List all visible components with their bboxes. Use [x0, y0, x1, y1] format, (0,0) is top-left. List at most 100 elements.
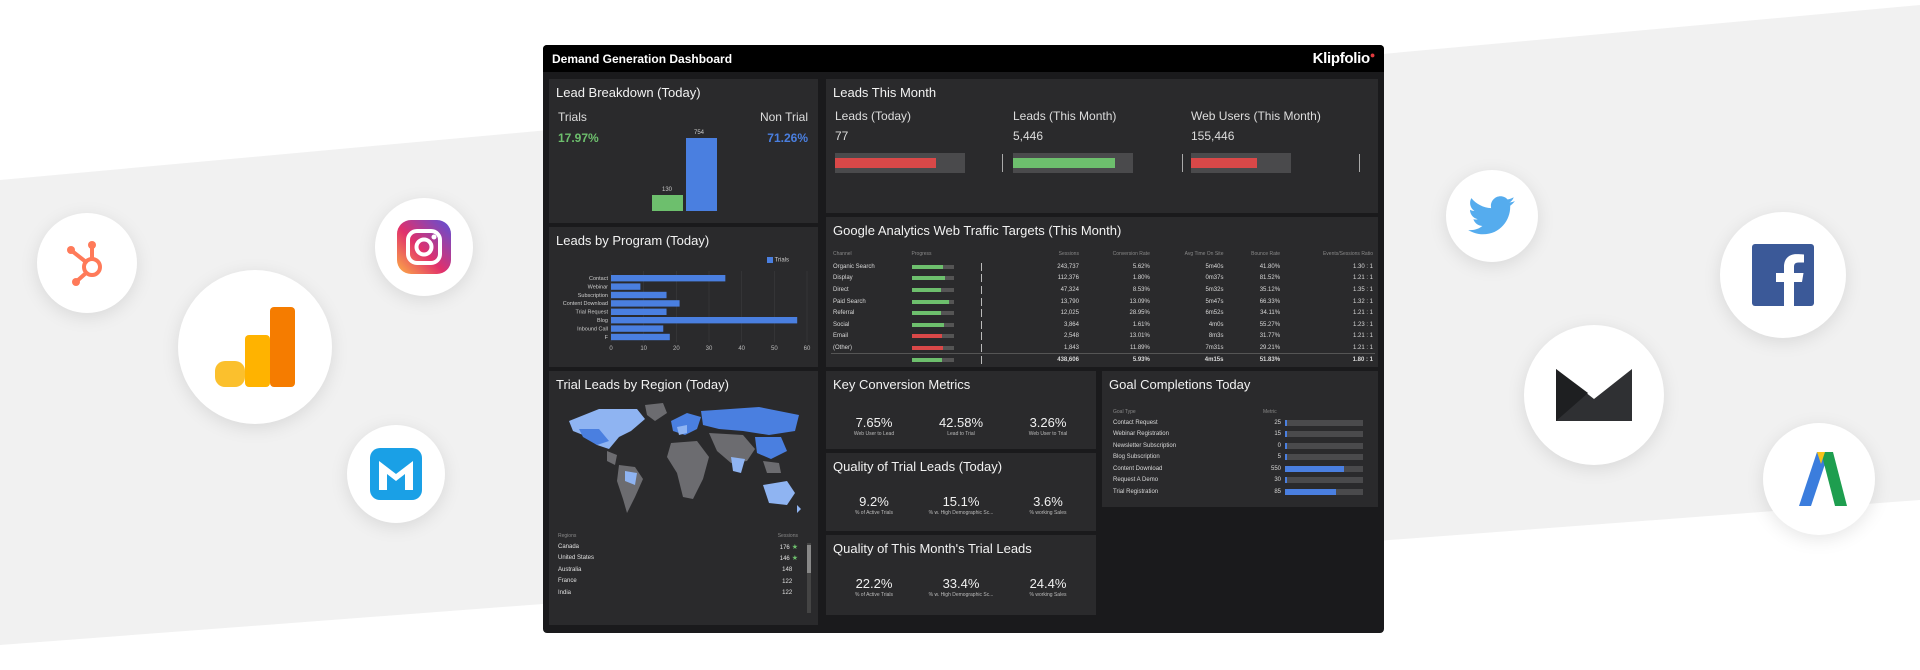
marketo-icon — [347, 425, 445, 523]
progress-cell — [910, 261, 1037, 273]
non-trial-bar — [686, 138, 717, 211]
channel-cell: Direct — [833, 286, 849, 293]
scrollbar-thumb[interactable] — [807, 545, 811, 573]
kpi-value: 77 — [835, 129, 849, 143]
region-name-cell: India — [558, 589, 572, 596]
category-label: Blog — [597, 318, 608, 324]
goal-metric-cell: 15 — [1274, 431, 1281, 438]
column-header: Conversion Rate — [1112, 251, 1150, 257]
progress-fill — [911, 276, 946, 281]
sessions-cell: 13,790 — [1060, 298, 1079, 305]
metric-label: % working Sales — [1029, 592, 1067, 598]
region-name-cell: France — [558, 578, 577, 585]
ga-table-body: Organic Search 243,737 5.62% 5m40s 41.80% 1.3… — [831, 261, 1375, 366]
metric-value: 3.26% — [1029, 415, 1067, 430]
adwords-icon — [1763, 423, 1875, 535]
leads-by-program-chart: 0 10 20 30 40 50 60 Contact Webinar Subscription C… — [563, 271, 811, 352]
goal-progress-bar — [1285, 477, 1363, 484]
kpi-target-marker — [1002, 154, 1003, 172]
channel-cell: Display — [833, 275, 853, 282]
sessions-cell: 1,843 — [1063, 344, 1079, 351]
conv-cell: 8.53% — [1132, 286, 1150, 293]
progress-cell — [910, 284, 1037, 296]
progress-target-marker — [980, 320, 982, 329]
ga-table-row: Display 112,376 1.80% 0m37s 81.52% 1.21 : 1 — [831, 273, 1375, 285]
progress-bar — [911, 274, 982, 283]
category-label: Trial Request — [575, 310, 608, 316]
kpi-target-marker — [1182, 154, 1183, 172]
instagram-icon — [375, 198, 473, 296]
panel-title: Lead Breakdown (Today) — [556, 85, 701, 100]
region-table-scrollbar[interactable] — [807, 543, 811, 613]
progress-target-marker — [980, 297, 982, 306]
x-tick-label: 50 — [771, 346, 778, 352]
goal-metric-cell: 0 — [1277, 442, 1281, 449]
goal-progress-fill — [1285, 465, 1344, 472]
panel-title: Leads by Program (Today) — [556, 233, 710, 248]
goal-bar-cell — [1283, 486, 1371, 498]
conv-cell: 13.09% — [1129, 298, 1150, 305]
star-icon: ★ — [789, 555, 798, 563]
conv-cell: 5.93% — [1080, 353, 1152, 366]
goal-table-row: Content Download 550 — [1111, 463, 1371, 475]
progress-fill — [911, 322, 945, 327]
time-cell: 6m52s — [1205, 310, 1224, 317]
metric-label: Lead to Trial — [947, 431, 975, 437]
conv-cell: 1.61% — [1132, 321, 1150, 328]
sessions-cell: 47,324 — [1060, 286, 1079, 293]
trials-bar-label: 130 — [662, 187, 673, 193]
goal-metric-cell: 30 — [1274, 477, 1281, 484]
time-cell: 4m15s — [1151, 353, 1226, 366]
progress-bar — [911, 309, 982, 318]
goal-progress-bar — [1285, 442, 1363, 449]
bar-webinar — [611, 283, 641, 290]
goal-bar-cell — [1283, 440, 1371, 452]
goal-progress-fill — [1285, 488, 1336, 495]
goal-table-row: Newsletter Subscription 0 — [1111, 440, 1371, 452]
metric-label: % working Sales — [1029, 510, 1067, 516]
metric-value: 22.2% — [855, 576, 893, 591]
bounce-cell: 66.33% — [1259, 298, 1281, 305]
goal-name-cell: Newsletter Subscription — [1113, 442, 1177, 449]
column-header: Goal Type — [1113, 409, 1136, 415]
region-value-cell: 122 — [712, 587, 798, 599]
metric-value: 9.2% — [859, 494, 889, 509]
region-value: 148 — [782, 567, 793, 574]
goal-table-row: Request A Demo 30 — [1111, 475, 1371, 487]
progress-cell — [910, 273, 1037, 285]
progress-fill — [911, 357, 942, 362]
metric-value: 3.6% — [1033, 494, 1063, 509]
goal-bar-cell — [1283, 417, 1371, 429]
dashboard-title: Demand Generation Dashboard — [552, 51, 733, 66]
bar-subscription — [611, 291, 667, 299]
goal-progress-bar — [1285, 431, 1363, 438]
panel-goal-completions: Goal Completions Today Goal Type Metric … — [1102, 371, 1378, 507]
progress-bar — [911, 343, 982, 352]
world-map — [569, 403, 801, 513]
channel-cell: Social — [833, 321, 850, 328]
column-header: Bounce Rate — [1251, 251, 1281, 257]
channel-cell: Email — [833, 333, 849, 340]
bounce-cell: 51.83% — [1225, 353, 1283, 366]
time-cell: 0m37s — [1205, 275, 1224, 282]
bar-contact — [611, 275, 726, 282]
kpi-progress-fill — [835, 158, 937, 168]
panel-trial-leads-by-region: Trial Leads by Region (Today) — [549, 371, 818, 625]
progress-bar — [911, 262, 982, 271]
goal-progress-fill — [1285, 477, 1287, 484]
progress-cell — [910, 296, 1037, 308]
goal-bar-cell — [1283, 452, 1371, 464]
conv-cell: 28.95% — [1129, 310, 1150, 317]
progress-cell — [910, 307, 1037, 319]
panel-title: Quality of This Month's Trial Leads — [833, 541, 1032, 556]
time-cell: 5m40s — [1205, 263, 1224, 270]
panel-key-conversion: Key Conversion Metrics 7.65% Web User to… — [826, 371, 1096, 449]
goal-table-row: Trial Registration 85 — [1111, 486, 1371, 498]
x-tick-label: 40 — [738, 346, 745, 352]
dashboard-window: Demand Generation Dashboard Klipfolio● L… — [543, 45, 1384, 633]
progress-bar — [911, 285, 982, 294]
column-header: Sessions — [1058, 251, 1079, 257]
ratio-cell: 1.21 : 1 — [1352, 275, 1373, 282]
region-table-row: United States 146 ★ — [558, 553, 798, 565]
goal-progress-fill — [1285, 442, 1287, 449]
